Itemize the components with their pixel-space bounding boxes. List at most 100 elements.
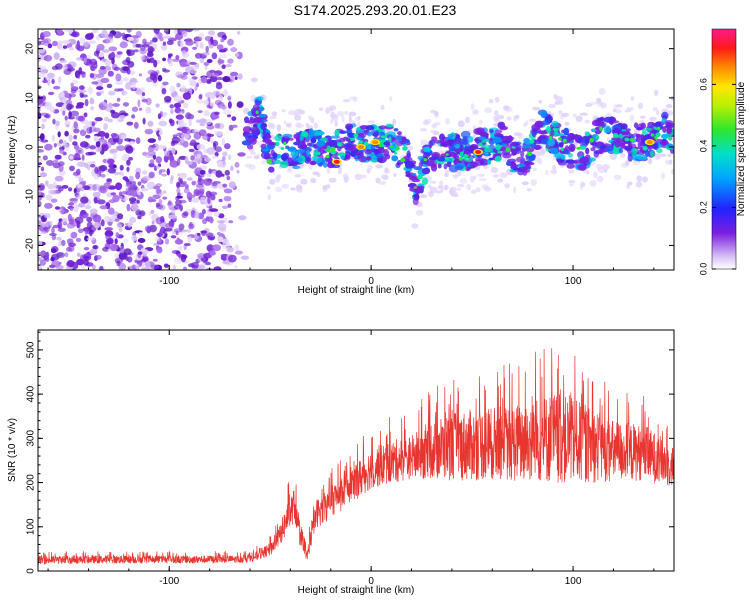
halo-speckle — [281, 183, 290, 189]
signal-blob — [547, 138, 556, 147]
noise-speckle — [47, 43, 53, 49]
noise-speckle — [89, 126, 93, 134]
halo-speckle — [660, 172, 666, 180]
signal-blob — [635, 135, 641, 143]
noise-speckle — [190, 262, 199, 268]
halo-speckle — [281, 109, 286, 113]
noise-speckle — [208, 168, 212, 175]
halo-speckle — [457, 183, 465, 188]
noise-speckle — [206, 147, 216, 155]
halo-speckle — [495, 113, 501, 120]
noise-speckle — [192, 46, 197, 50]
halo-speckle — [532, 167, 537, 171]
signal-blob — [421, 177, 429, 185]
noise-speckle — [224, 64, 232, 68]
noise-speckle — [111, 112, 120, 119]
noise-speckle — [116, 51, 123, 55]
halo-speckle — [380, 105, 385, 110]
noise-speckle — [230, 165, 234, 172]
noise-speckle — [128, 157, 134, 161]
noise-speckle — [194, 36, 202, 41]
noise-speckle — [158, 192, 164, 196]
noise-speckle — [217, 220, 226, 224]
noise-speckle — [55, 120, 60, 127]
noise-speckle — [127, 256, 133, 263]
noise-speckle — [185, 37, 193, 45]
noise-speckle — [203, 99, 209, 106]
noise-speckle — [53, 85, 61, 90]
signal-blob — [652, 122, 659, 127]
noise-speckle — [211, 181, 218, 187]
signal-bright-cell — [358, 140, 364, 144]
noise-speckle — [62, 110, 66, 116]
noise-speckle — [106, 83, 113, 89]
noise-speckle — [122, 102, 130, 107]
noise-speckle — [180, 254, 187, 263]
noise-speckle — [234, 265, 238, 269]
halo-speckle — [288, 110, 296, 116]
noise-speckle — [60, 239, 66, 247]
noise-speckle — [179, 172, 187, 179]
noise-speckle — [54, 206, 61, 210]
noise-speckle — [58, 139, 64, 144]
signal-blob — [262, 138, 272, 143]
halo-speckle — [642, 176, 648, 183]
halo-speckle — [393, 173, 397, 177]
halo-speckle — [492, 174, 500, 178]
noise-speckle — [50, 198, 58, 203]
noise-speckle — [79, 129, 87, 137]
noise-speckle — [125, 57, 131, 63]
halo-speckle — [499, 172, 508, 179]
signal-blob — [431, 136, 438, 142]
signal-blob — [475, 157, 485, 162]
signal-blob — [293, 141, 300, 146]
halo-speckle — [300, 178, 308, 185]
signal-blob — [644, 149, 650, 158]
noise-speckle — [59, 59, 67, 64]
noise-speckle — [101, 29, 108, 38]
noise-speckle — [74, 153, 81, 160]
halo-speckle — [472, 109, 479, 115]
signal-bright-cell — [599, 126, 603, 131]
halo-speckle — [411, 223, 419, 229]
figure-title: S174.2025.293.20.01.E23 — [294, 2, 457, 18]
noise-speckle — [238, 215, 247, 221]
signal-blob — [540, 110, 548, 118]
halo-speckle — [330, 118, 334, 124]
noise-speckle — [65, 246, 72, 252]
noise-speckle — [45, 252, 49, 259]
noise-speckle — [226, 175, 231, 181]
signal-blob — [494, 129, 503, 134]
noise-speckle — [94, 117, 103, 122]
signal-bright-cell — [655, 132, 661, 138]
signal-blob — [258, 114, 267, 118]
noise-speckle — [95, 35, 101, 41]
heatmap-y-axis-label: Frequency (Hz) — [7, 116, 18, 185]
halo-speckle — [392, 118, 397, 126]
noise-speckle — [69, 155, 74, 160]
signal-blob — [566, 163, 575, 169]
noise-speckle — [217, 31, 227, 38]
signal-blob — [358, 155, 367, 163]
signal-blob — [610, 120, 620, 124]
signal-bright-cell — [394, 151, 397, 155]
signal-blob — [555, 133, 565, 137]
halo-speckle — [294, 174, 302, 178]
noise-speckle — [189, 61, 197, 65]
signal-blob — [447, 151, 457, 157]
signal-bright-cell — [463, 153, 468, 159]
noise-speckle — [120, 134, 126, 140]
noise-speckle — [151, 220, 155, 225]
noise-speckle — [42, 222, 49, 229]
noise-speckle — [64, 130, 69, 137]
noise-speckle — [108, 46, 118, 52]
signal-blob — [293, 157, 303, 162]
noise-speckle — [103, 116, 110, 122]
snr-y-tick-label: 200 — [26, 474, 37, 491]
halo-speckle — [568, 180, 576, 184]
noise-speckle — [83, 41, 90, 47]
signal-blob — [260, 122, 267, 130]
halo-speckle — [470, 103, 475, 110]
noise-speckle — [125, 178, 130, 182]
halo-speckle — [310, 177, 317, 184]
